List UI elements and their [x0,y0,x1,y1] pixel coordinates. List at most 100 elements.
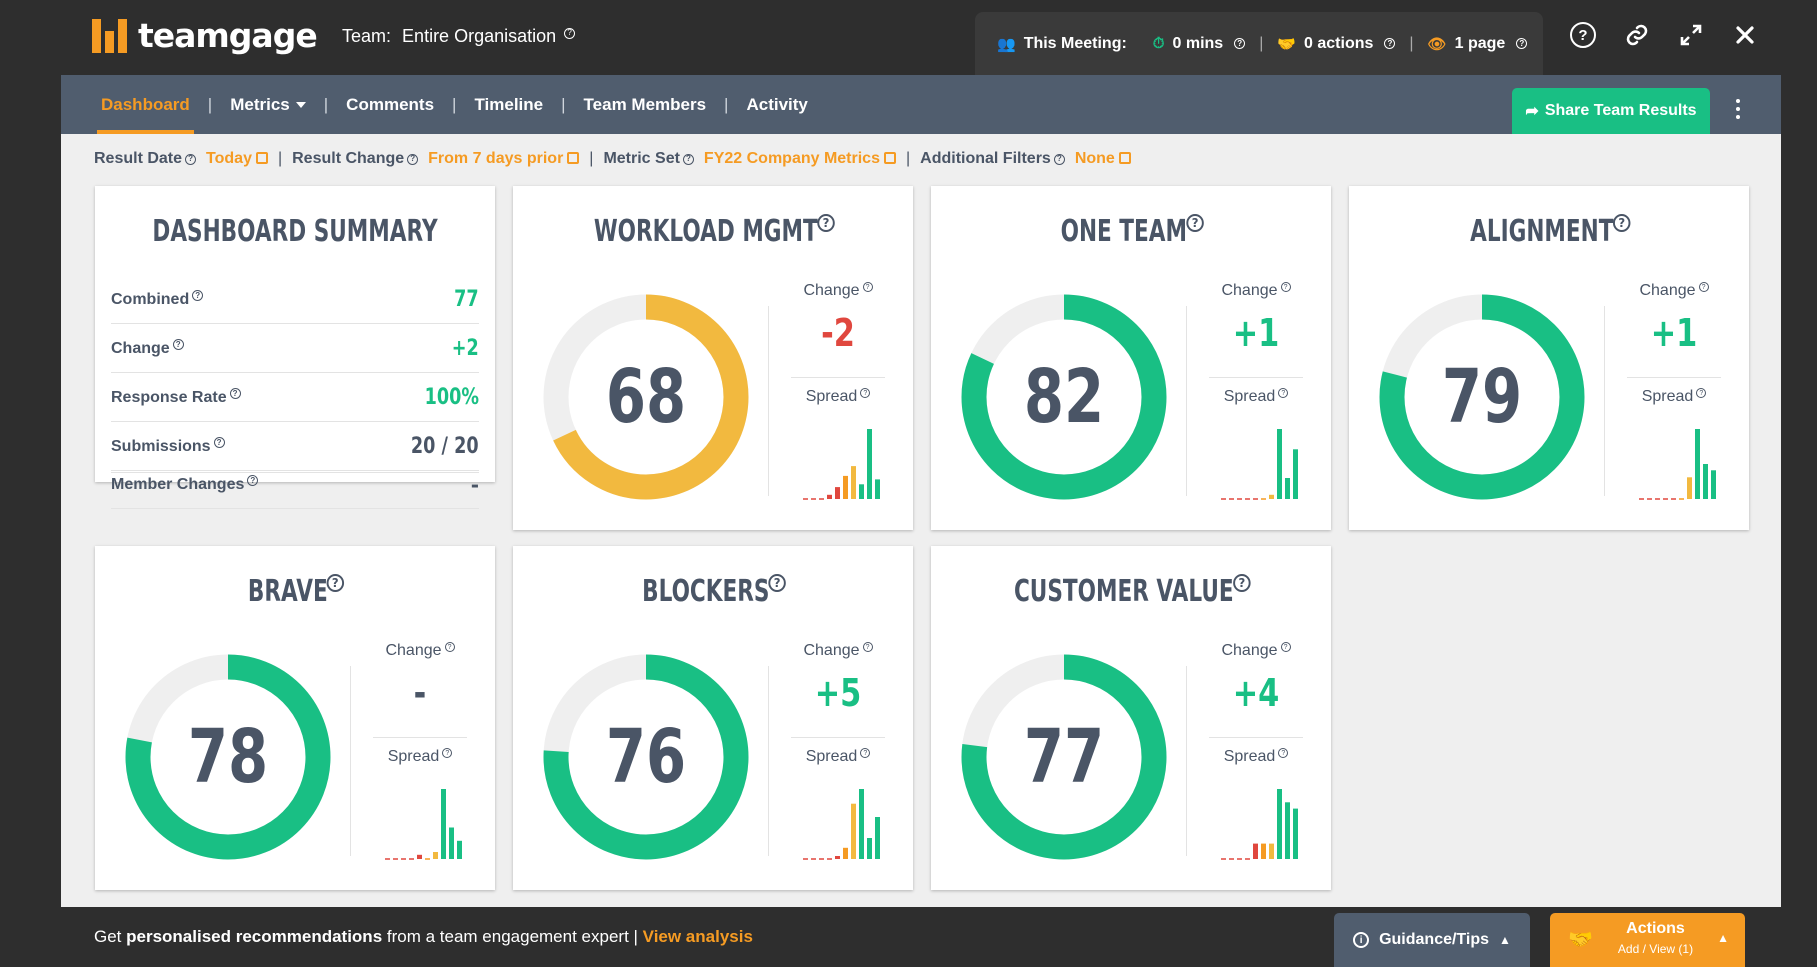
top-bar: teamgage Team: Entire Organisation ? 👥 T… [0,0,1817,75]
metric-card-workload-mgmt[interactable]: WORKLOAD MGMT? 68 Change? -2 Spread? [513,186,913,530]
result-date-value[interactable]: Today [206,150,268,168]
divider [350,666,351,856]
metric-title: BRAVE? [151,574,439,609]
summary-value: 77 [454,287,480,312]
metric-title: ALIGNMENT? [1405,214,1693,249]
help-icon[interactable]: ? [326,574,345,592]
change-label: Change? [1209,642,1303,660]
help-icon[interactable]: ? [442,748,453,759]
metric-card-one-team[interactable]: ONE TEAM? 82 Change? +1 Spread? [931,186,1331,530]
help-icon[interactable]: ? [185,153,197,165]
result-change-label: Result Change [292,150,405,167]
change-label: Change? [1209,282,1303,300]
help-icon[interactable]: ? [1232,574,1251,592]
chevron-up-icon: ▲ [1499,933,1511,947]
help-icon[interactable]: ? [444,642,455,653]
additional-filters-value[interactable]: None [1075,150,1131,168]
tab-team-members[interactable]: Team Members [583,94,707,114]
spread-bar [835,856,840,859]
help-icon[interactable]: ? [1278,748,1289,759]
help-icon[interactable]: ? [860,748,871,759]
spread-bar [1711,470,1716,499]
summary-value: 100% [424,385,479,410]
help-icon[interactable]: ? [247,475,259,487]
tab-timeline[interactable]: Timeline [474,94,544,114]
spread-bar [859,484,864,499]
stopwatch-icon: ⏱ [1152,35,1165,52]
help-icon[interactable]: ? [1280,642,1291,653]
divider [1627,377,1721,378]
help-icon[interactable]: ? [1384,38,1396,49]
metric-set-value[interactable]: FY22 Company Metrics [704,150,896,168]
help-icon[interactable]: ? [213,437,225,449]
additional-filters-label: Additional Filters [920,150,1051,167]
team-value: Entire Organisation [402,26,557,46]
metric-card-alignment[interactable]: ALIGNMENT? 79 Change? +1 Spread? [1349,186,1749,530]
help-icon[interactable]: ? [1516,38,1528,49]
teamgage-logo[interactable]: teamgage [92,16,318,55]
spread-bar [843,475,848,499]
help-icon[interactable]: ? [862,282,873,293]
tab-dashboard[interactable]: Dashboard [97,75,194,134]
spread-chart [803,789,880,860]
help-icon[interactable]: ? [1278,388,1289,399]
close-icon[interactable] [1732,22,1758,48]
handshake-icon: 🤝 [1568,929,1593,951]
filter-bar: Result Date ? Today | Result Change ? Fr… [94,150,1131,168]
metric-card-customer-value[interactable]: CUSTOMER VALUE? 77 Change? +4 Spread? [931,546,1331,890]
donut-fill [125,654,331,860]
help-icon[interactable]: ? [1612,214,1631,232]
help-icon[interactable]: ? [1698,282,1709,293]
help-icon[interactable]: ? [1186,214,1204,232]
spread-chart [1221,429,1298,500]
help-icon[interactable]: ? [172,339,184,351]
chevron-down-icon [295,101,306,108]
more-options-icon[interactable] [1733,97,1743,121]
spread-bar [835,487,840,499]
spread-bar [827,494,832,499]
help-circle-icon[interactable]: ? [1570,22,1596,48]
score-donut [961,294,1167,500]
spread-bar [1695,429,1700,499]
divider [1186,306,1187,496]
help-icon[interactable]: ? [564,27,576,39]
actions-title: Actions [1626,920,1685,937]
link-icon[interactable] [1624,22,1650,48]
tab-activity[interactable]: Activity [746,94,808,114]
spread-bar [417,854,422,859]
spread-bar [1277,429,1282,499]
tab-comments[interactable]: Comments [346,94,435,114]
metric-title: ONE TEAM? [987,214,1275,249]
meeting-mins[interactable]: 0 mins [1172,34,1224,52]
meeting-bar: 👥 This Meeting: ⏱ 0 mins ? | 🤝 0 actions… [975,12,1543,75]
handshake-icon: 🤝 [1277,35,1297,53]
fullscreen-icon[interactable] [1678,22,1704,48]
help-icon[interactable]: ? [1280,282,1291,293]
help-icon[interactable]: ? [229,388,241,400]
view-analysis-link[interactable]: View analysis [642,927,753,946]
help-icon[interactable]: ? [1234,38,1246,49]
tab-metrics[interactable]: Metrics [226,75,310,134]
meeting-pages[interactable]: 1 page [1454,34,1506,52]
result-change-value[interactable]: From 7 days prior [428,150,580,168]
footer-bar: Get personalised recommendations from a … [0,907,1817,967]
spread-bar [875,479,880,499]
help-icon[interactable]: ? [816,214,835,232]
summary-row-change: Change? +2 [111,325,479,373]
metric-card-brave[interactable]: BRAVE? 78 Change? - Spread? [95,546,495,890]
share-team-results-button[interactable]: ➦ Share Team Results [1512,88,1710,134]
help-icon[interactable]: ? [1053,153,1065,165]
metric-card-blockers[interactable]: BLOCKERS? 76 Change? +5 Spread? [513,546,913,890]
spread-label: Spread? [373,748,467,766]
actions-button[interactable]: 🤝 Actions Add / View (1) ▲ [1550,913,1745,967]
help-icon[interactable]: ? [860,388,871,399]
help-icon[interactable]: ? [682,153,694,165]
team-selector[interactable]: Team: Entire Organisation ? [342,26,576,47]
meeting-actions[interactable]: 0 actions [1304,34,1374,52]
help-icon[interactable]: ? [862,642,873,653]
help-icon[interactable]: ? [407,153,419,165]
guidance-tips-button[interactable]: i Guidance/Tips ▲ [1334,913,1530,967]
help-icon[interactable]: ? [192,290,204,302]
help-icon[interactable]: ? [768,574,787,592]
help-icon[interactable]: ? [1696,388,1707,399]
